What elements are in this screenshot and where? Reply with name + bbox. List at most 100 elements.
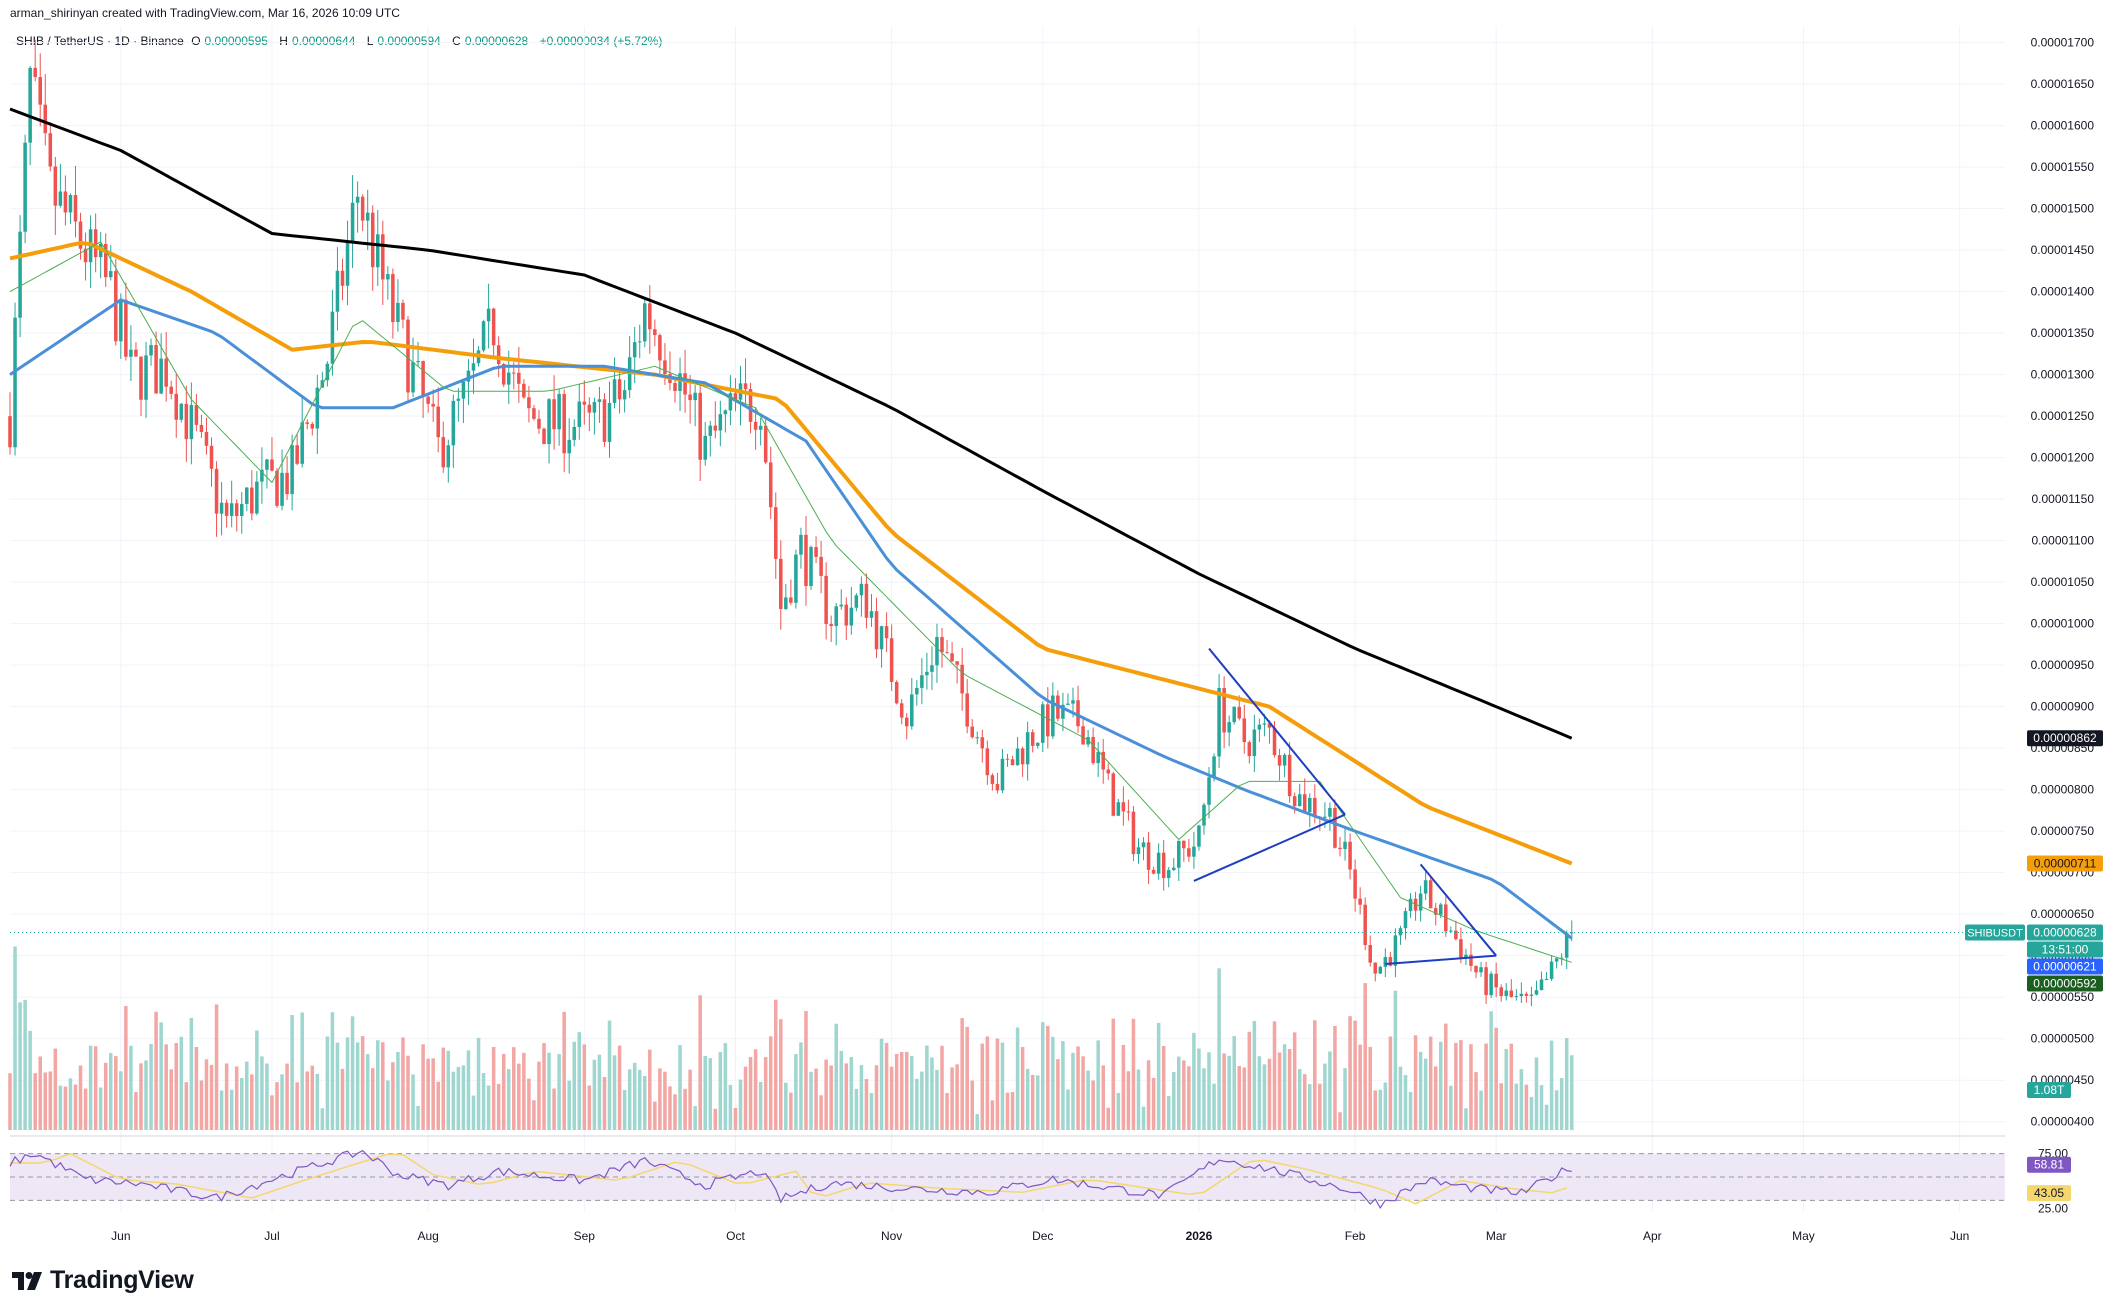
price-axis[interactable]: 0.00001700 0.00001650 0.00001600 0.00001550… [2031, 36, 2095, 1216]
candle-body [1282, 754, 1287, 766]
volume-bar [1101, 1065, 1105, 1130]
close-label: C [452, 34, 461, 48]
volume-bar [779, 1019, 783, 1130]
candle-body [224, 502, 229, 516]
candle-body [446, 445, 451, 468]
volume-bar [1423, 1058, 1428, 1130]
candle-body [945, 652, 949, 654]
candle-body [632, 342, 637, 358]
volume-bar [612, 1055, 617, 1130]
volume-bar [1010, 1091, 1015, 1130]
candle-body [950, 653, 954, 662]
volume-bar [915, 1078, 919, 1130]
price-tick-label: 0.00001050 [2031, 575, 2095, 589]
last-price-label: 0.00000628 [2033, 925, 2097, 939]
candle-body [1086, 736, 1090, 745]
volume-bar [63, 1086, 68, 1130]
volume-bar [1141, 1106, 1146, 1130]
volume-bar [396, 1051, 400, 1130]
candle-body [239, 503, 244, 516]
candle-body [869, 611, 874, 618]
volume-bar [668, 1086, 672, 1130]
volume-bar [794, 1054, 798, 1130]
volume-bar [1076, 1046, 1080, 1130]
volume-bar [335, 1042, 340, 1130]
volume-bar [869, 1093, 874, 1130]
price-tick-label: 0.00001300 [2031, 368, 2095, 382]
candle-body [522, 383, 526, 398]
candle-body [1171, 867, 1176, 871]
volume-bar [1408, 1091, 1413, 1130]
candle-body [1343, 841, 1347, 850]
candle-body [1474, 965, 1478, 973]
volume-bar [411, 1074, 415, 1130]
volume-bar [1297, 1069, 1302, 1130]
candle-body [784, 597, 788, 609]
candle-body [1378, 966, 1383, 974]
volume-bar [1116, 1092, 1121, 1130]
rsi-ma-value-price-label: 43.05 [2034, 1186, 2064, 1200]
ma200-line [9, 107, 1573, 740]
volume-bar [43, 1072, 48, 1130]
candle-body [1101, 751, 1105, 770]
candle-body [1136, 847, 1141, 855]
candle-body [658, 335, 662, 361]
candle-body [708, 425, 713, 436]
time-tick-label: Nov [881, 1229, 902, 1243]
candle-body [139, 356, 143, 400]
volume-bar [1222, 1053, 1226, 1130]
volume-bar [789, 1092, 793, 1130]
candle-body [1433, 908, 1438, 915]
candle-body [1368, 945, 1372, 963]
price-tick-label: 0.00001350 [2031, 326, 2095, 340]
volume-bar [975, 1114, 980, 1130]
volume-bar [114, 1056, 118, 1130]
candle-body [295, 445, 299, 464]
candle-body [1091, 736, 1095, 764]
volume-bar [1041, 1022, 1045, 1130]
volume-bar [501, 1053, 506, 1130]
volume-bar [376, 1040, 380, 1130]
volume-bar [592, 1059, 597, 1130]
volume-bar [753, 1049, 758, 1130]
candle-body [1363, 904, 1367, 946]
candle-body [1353, 869, 1357, 899]
volume-bar [1237, 1066, 1242, 1130]
volume-bar [663, 1071, 667, 1130]
volume-bar [1464, 1108, 1468, 1130]
volume-bar [1217, 968, 1221, 1130]
volume-bar [345, 1037, 350, 1130]
candle-body [83, 248, 88, 263]
volume-bar [522, 1052, 526, 1130]
time-axis[interactable]: Jun Jul Aug Sep Oct Nov Dec 2026 Feb Mar Apr May Jun [111, 1229, 1969, 1243]
price-chart[interactable]: 0.00001700 0.00001650 0.00001600 0.00001550… [0, 0, 2119, 1250]
candle-body [265, 459, 269, 470]
candle-body [1227, 722, 1231, 733]
volume-bar [239, 1078, 244, 1130]
candle-body [1428, 880, 1433, 909]
volume-bar [1418, 1051, 1423, 1130]
volume-bar [1061, 1041, 1065, 1130]
volume-bar [164, 1044, 168, 1130]
volume-bar [144, 1060, 148, 1130]
candle-body [970, 726, 974, 738]
candle-body [768, 462, 773, 508]
volume-bar [935, 1069, 939, 1130]
volume-bar [1484, 1043, 1488, 1130]
volume-bar [517, 1063, 521, 1130]
volume-bar [1559, 1078, 1564, 1130]
volume-bar [602, 1076, 607, 1130]
candle-body [1549, 961, 1554, 979]
symbol-title[interactable]: SHIB / TetherUS · 1D · Binance [16, 34, 184, 48]
candle-body [260, 469, 264, 482]
candle-body [567, 439, 571, 454]
candle-body [572, 426, 577, 440]
candle-body [904, 717, 909, 727]
candle-body [1020, 748, 1025, 765]
volume-bar [386, 1080, 390, 1130]
ma200-price-label: 0.00000862 [2033, 731, 2097, 745]
candle-body [1066, 703, 1070, 705]
candle-body [612, 379, 617, 403]
tradingview-logo[interactable]: TradingView [12, 1266, 194, 1295]
candle-body [1061, 704, 1065, 719]
